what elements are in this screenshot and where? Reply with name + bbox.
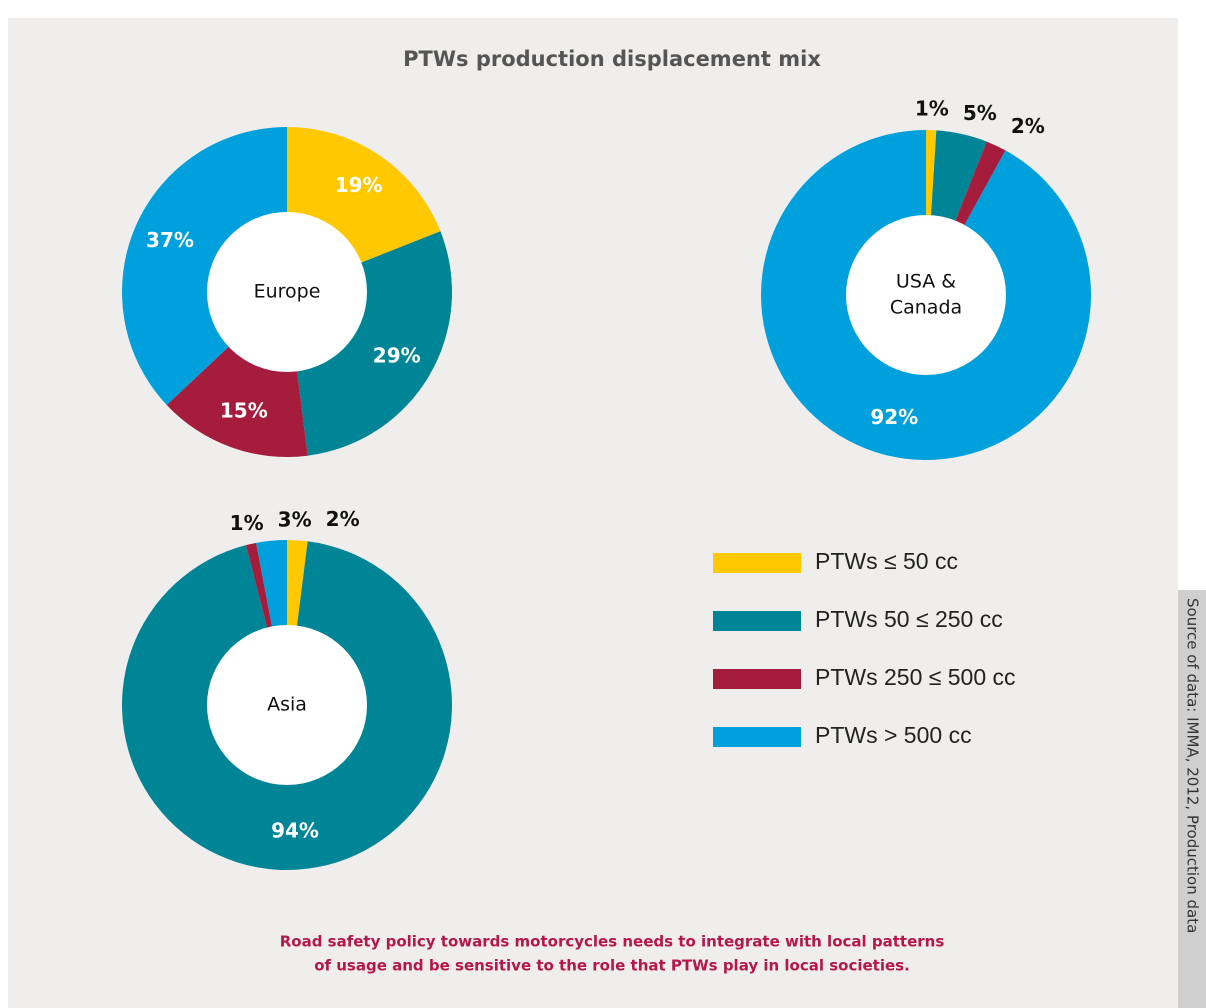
- slice: [121, 127, 287, 405]
- center-label: USA &: [896, 271, 956, 293]
- center-label: Canada: [890, 297, 962, 319]
- legend-label: PTWs 50 ≤ 250 cc: [815, 606, 1003, 632]
- value-label: 2%: [1011, 114, 1045, 138]
- chart-title: PTWs production displacement mix: [403, 47, 821, 71]
- value-label: 1%: [230, 511, 264, 535]
- legend-swatch: [713, 669, 801, 689]
- source-strip: [1178, 590, 1206, 1008]
- value-label: 5%: [963, 101, 997, 125]
- legend-label: PTWs > 500 cc: [815, 722, 972, 748]
- center-label: Asia: [267, 694, 307, 716]
- legend-swatch: [713, 727, 801, 747]
- donut-hole: [207, 625, 367, 785]
- legend-swatch: [713, 553, 801, 573]
- legend-label: PTWs 250 ≤ 500 cc: [815, 664, 1016, 690]
- value-label: 15%: [220, 398, 268, 422]
- donut-hole: [846, 215, 1006, 375]
- center-label: Europe: [254, 281, 321, 303]
- value-label: 92%: [870, 405, 918, 429]
- value-label: 19%: [335, 173, 383, 197]
- source: Source of data: IMMA, 2012, Production d…: [1184, 598, 1202, 933]
- legend-swatch: [713, 611, 801, 631]
- value-label: 29%: [373, 343, 421, 367]
- value-label: 2%: [326, 507, 360, 531]
- donut-hole: [207, 212, 367, 372]
- value-label: 1%: [915, 97, 949, 121]
- note: Road safety policy towards motorcycles n…: [280, 933, 945, 951]
- value-label: 94%: [271, 819, 319, 843]
- value-label: 37%: [146, 228, 194, 252]
- value-label: 3%: [278, 507, 312, 531]
- note: of usage and be sensitive to the role th…: [314, 957, 910, 975]
- legend-label: PTWs ≤ 50 cc: [815, 548, 958, 574]
